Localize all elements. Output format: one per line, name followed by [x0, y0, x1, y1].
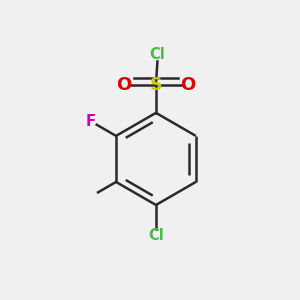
- Text: Cl: Cl: [148, 228, 164, 243]
- Text: O: O: [116, 76, 132, 94]
- Text: O: O: [180, 76, 195, 94]
- Text: F: F: [86, 114, 96, 129]
- Text: Cl: Cl: [150, 47, 165, 62]
- Text: S: S: [150, 76, 162, 94]
